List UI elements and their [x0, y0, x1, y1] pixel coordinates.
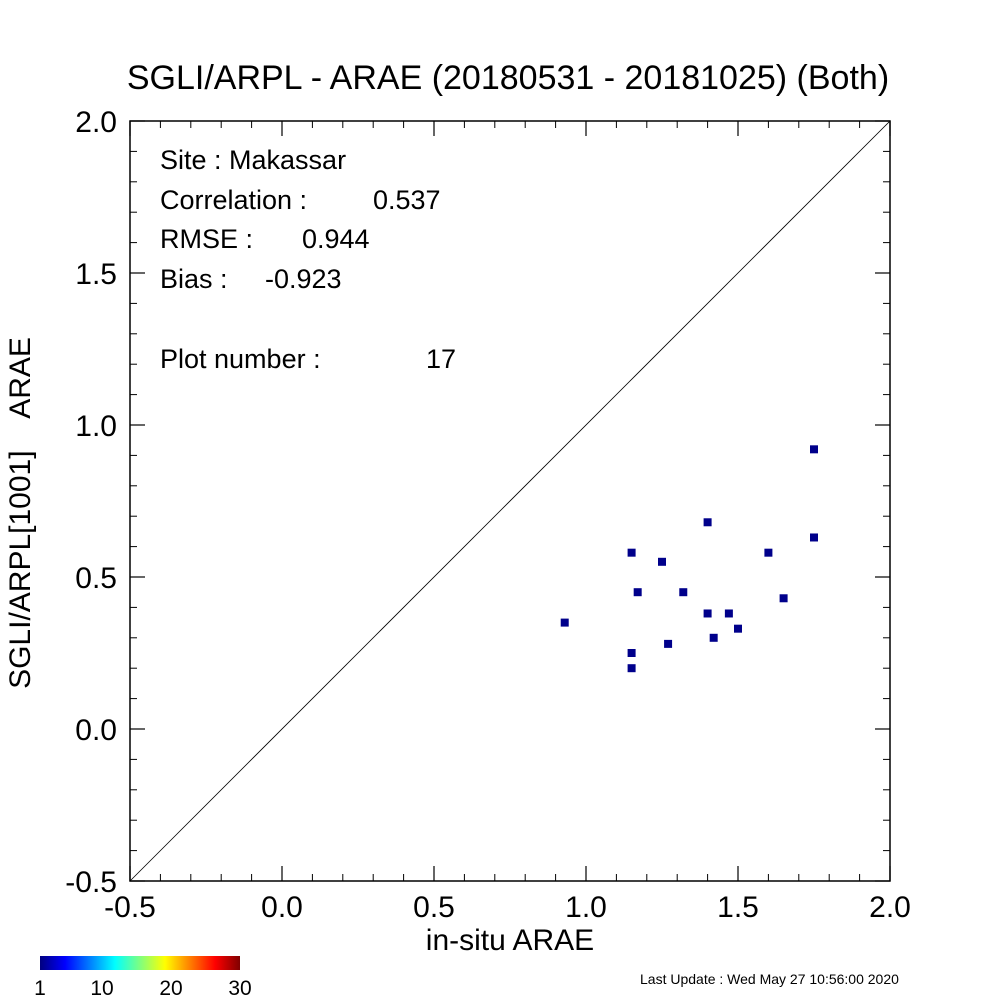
stat-value: 0.944 [302, 224, 370, 254]
stat-label: Plot number : [160, 344, 321, 374]
y-tick-labels: -0.5 0.0 0.5 1.0 1.5 2.0 [65, 106, 117, 899]
data-point [709, 633, 718, 642]
data-point [560, 618, 569, 627]
data-point [703, 518, 712, 527]
data-point [627, 548, 636, 557]
x-tick-label: 0.0 [261, 891, 303, 924]
one-to-one-line [129, 120, 891, 882]
colorbar-tick-label: 10 [90, 977, 113, 1000]
y-tick-label: 1.5 [75, 258, 117, 291]
last-update-text: Last Update : Wed May 27 10:56:00 2020 [640, 971, 899, 987]
y-tick-label: 2.0 [75, 106, 117, 139]
data-point [633, 588, 642, 597]
stat-value: 17 [426, 344, 456, 374]
data-point [764, 548, 773, 557]
x-tick-label: 1.5 [717, 891, 759, 924]
data-point [658, 557, 666, 566]
colorbar-tick-label: 30 [228, 977, 251, 1000]
colorbar-labels: 1 10 20 30 [34, 977, 252, 1000]
x-axis-label: in-situ ARAE [426, 924, 594, 957]
colorbar [40, 956, 240, 970]
data-point [627, 649, 636, 657]
plot-area [129, 120, 891, 882]
x-tick-label: 1.0 [565, 891, 607, 924]
x-tick-label: 0.5 [413, 891, 455, 924]
chart-title: SGLI/ARPL - ARAE (20180531 - 20181025) (… [127, 59, 889, 97]
data-point [703, 609, 712, 618]
x-tick-label: 2.0 [869, 891, 911, 924]
stat-label: Site : Makassar [160, 145, 346, 175]
data-point [724, 609, 733, 618]
major-ticks [129, 120, 891, 882]
colorbar-tick-label: 1 [34, 977, 46, 1000]
stat-value: 0.537 [373, 185, 441, 215]
data-points [560, 445, 818, 673]
y-tick-label: 0.5 [75, 562, 117, 595]
data-point [627, 664, 636, 673]
y-tick-label: 1.0 [75, 410, 117, 443]
stat-label: Correlation : [160, 185, 307, 215]
data-point [734, 624, 742, 633]
y-axis-label: SGLI/ARPL[1001] ARAE [4, 337, 37, 689]
data-point [779, 594, 788, 603]
stat-label: RMSE : [160, 224, 253, 254]
x-tick-labels: -0.5 0.0 0.5 1.0 1.5 2.0 [104, 891, 911, 924]
data-point [679, 588, 688, 597]
y-tick-label: 0.0 [75, 714, 117, 747]
stats-box: Site : Makassar Correlation : 0.537 RMSE : 0… [160, 145, 456, 374]
colorbar-tick-label: 20 [159, 977, 182, 1000]
stat-label: Bias : [160, 264, 228, 294]
x-tick-label: -0.5 [104, 891, 156, 924]
y-tick-label: -0.5 [65, 866, 117, 899]
stat-value: -0.923 [265, 264, 342, 294]
data-point [664, 639, 673, 648]
data-point [810, 445, 818, 454]
data-point [810, 533, 818, 542]
